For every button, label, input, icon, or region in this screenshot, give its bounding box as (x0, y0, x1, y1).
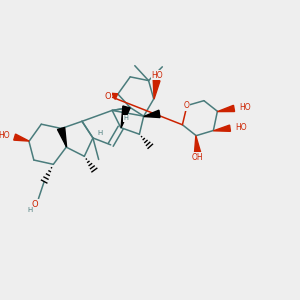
Text: H: H (97, 130, 103, 136)
Polygon shape (121, 106, 130, 128)
Polygon shape (218, 105, 235, 112)
Polygon shape (194, 136, 201, 153)
Text: O: O (184, 101, 190, 110)
Text: O: O (105, 92, 112, 101)
Text: H: H (124, 116, 128, 122)
Text: HO: HO (239, 103, 250, 112)
Text: O: O (32, 200, 38, 209)
Polygon shape (58, 128, 67, 147)
Polygon shape (153, 80, 160, 99)
Polygon shape (14, 134, 29, 141)
Text: HO: HO (235, 123, 247, 132)
Text: OH: OH (192, 153, 203, 162)
Text: H: H (28, 207, 33, 213)
Text: HO: HO (152, 71, 163, 80)
Polygon shape (213, 125, 230, 131)
Polygon shape (144, 110, 160, 118)
Text: HO: HO (0, 130, 10, 140)
Polygon shape (112, 93, 118, 99)
